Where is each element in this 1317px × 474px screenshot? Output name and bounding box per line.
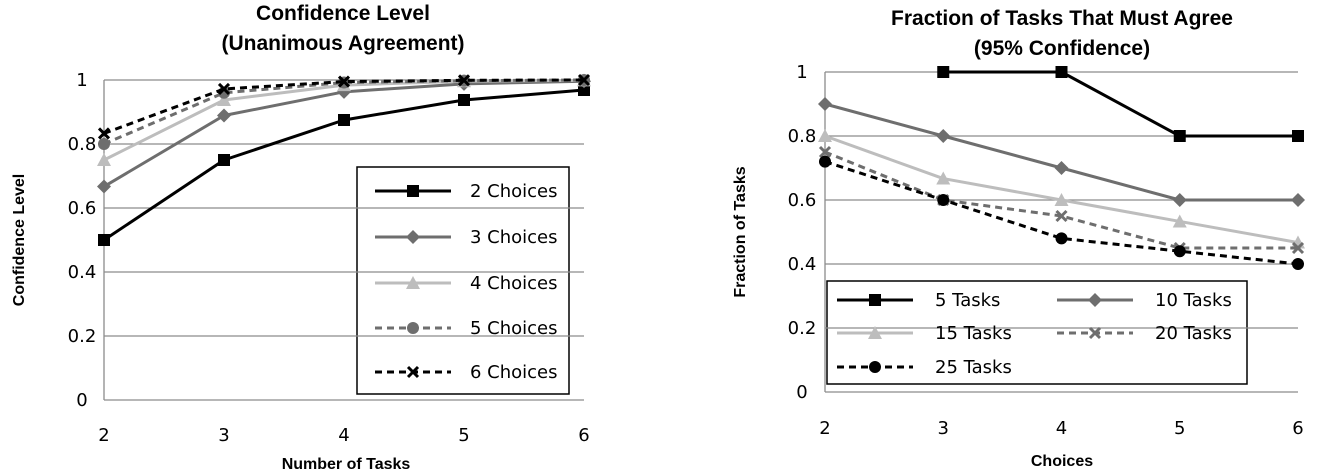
chart1-y-tick-label: 1 bbox=[76, 70, 87, 91]
chart2-series-20-tasks-point bbox=[1291, 241, 1305, 255]
chart1-legend bbox=[356, 166, 570, 395]
chart1-legend-3-choices-label: 3 Choices bbox=[470, 227, 558, 248]
chart2-series-5-tasks-point bbox=[937, 66, 950, 78]
chart1-ylabel: Confidence Level bbox=[11, 174, 28, 306]
chart2-x-tick-label: 5 bbox=[1174, 418, 1185, 439]
chart1-legend-5-choices-marker bbox=[407, 322, 419, 334]
chart1-x-tick-label: 3 bbox=[218, 425, 229, 446]
chart1-subtitle: (Unanimous Agreement) bbox=[221, 32, 464, 55]
chart1-y-tick-label: 0.4 bbox=[68, 262, 97, 283]
chart2-y-tick-label: 0.6 bbox=[788, 190, 817, 211]
chart2-x-tick-label: 6 bbox=[1292, 418, 1303, 439]
chart2-series-25-tasks-point bbox=[1292, 258, 1304, 270]
chart2-y-tick-label: 0.2 bbox=[788, 318, 817, 339]
chart1-legend-6-choices-marker bbox=[406, 365, 420, 379]
chart1-x-tick-label: 6 bbox=[578, 425, 589, 446]
chart1-series-3-choices-point bbox=[97, 179, 111, 194]
chart1-xlabel: Number of Tasks bbox=[282, 456, 411, 473]
chart2-series-15-tasks-point bbox=[936, 171, 951, 185]
chart2-series-25-tasks-point bbox=[1055, 232, 1068, 245]
chart2-series-20-tasks-point bbox=[818, 145, 832, 159]
chart2-series-5-tasks-point bbox=[1173, 130, 1186, 142]
chart2-series-10-tasks-point bbox=[936, 129, 951, 143]
chart2-series-25-tasks-line bbox=[824, 160, 1299, 266]
chart2-legend-10-tasks-label: 10 Tasks bbox=[1155, 290, 1232, 311]
chart2-series-25-tasks-point bbox=[1173, 245, 1186, 258]
chart2-series-15-tasks-point bbox=[1172, 214, 1187, 228]
chart2-legend-5-tasks-marker bbox=[869, 294, 881, 306]
chart2-series-5-tasks-point bbox=[1055, 66, 1068, 78]
chart2-xlabel: Choices bbox=[1031, 453, 1093, 470]
chart2-series-15-tasks-point bbox=[1054, 193, 1069, 206]
chart1-legend-5-choices-label: 5 Choices bbox=[470, 318, 558, 339]
chart2-legend-10-tasks-marker bbox=[1088, 293, 1102, 307]
chart1-y-tick-label: 0.6 bbox=[68, 198, 97, 219]
chart2-x-tick-label: 3 bbox=[938, 418, 949, 439]
chart2-series-10-tasks-point bbox=[1054, 161, 1069, 175]
chart1-series-2-choices-point bbox=[98, 234, 110, 246]
chart2-y-tick-label: 0 bbox=[796, 382, 807, 403]
chart2-y-tick-label: 1 bbox=[796, 62, 807, 83]
chart1-x-tick-label: 2 bbox=[98, 425, 109, 446]
chart1-series-6-choices-point bbox=[217, 82, 231, 96]
chart1-legend-3-choices-marker bbox=[406, 230, 420, 244]
chart1-series-3-choices-point bbox=[217, 108, 231, 123]
chart1-series-6-choices-point bbox=[337, 75, 351, 88]
chart1-y-tick-label: 0.2 bbox=[68, 326, 97, 347]
chart2-series-10-tasks-point bbox=[1172, 193, 1187, 207]
chart1-y-tick-label: 0 bbox=[76, 390, 87, 411]
chart1-series-2-choices-point bbox=[218, 154, 230, 166]
chart2-series-5-tasks-point bbox=[1292, 130, 1304, 142]
chart2-series-25-tasks-point bbox=[819, 155, 831, 168]
chart1-legend-2-choices-label: 2 Choices bbox=[470, 181, 558, 202]
chart2-subtitle: (95% Confidence) bbox=[974, 37, 1150, 60]
chart2-legend-25-tasks-marker bbox=[869, 361, 881, 373]
chart1-legend-6-choices-label: 6 Choices bbox=[470, 362, 558, 383]
chart1-series-5-choices-point bbox=[98, 138, 110, 150]
chart1-series-4-choices-point bbox=[217, 93, 231, 106]
chart1-series-6-choices-line bbox=[103, 78, 585, 135]
chart1-y-tick-label: 0.8 bbox=[68, 134, 97, 155]
chart1-legend-2-choices-marker bbox=[407, 185, 419, 197]
chart2-series-25-tasks-point bbox=[937, 194, 950, 206]
chart2-legend-25-tasks-label: 25 Tasks bbox=[935, 357, 1012, 378]
chart2-x-tick-label: 2 bbox=[819, 418, 830, 439]
chart2-legend-5-tasks-label: 5 Tasks bbox=[935, 290, 1000, 311]
chart2-legend-15-tasks-marker bbox=[868, 326, 882, 339]
chart1-x-tick-label: 5 bbox=[458, 425, 469, 446]
chart2-series-5-tasks-line bbox=[943, 70, 1298, 138]
chart1-legend-4-choices-label: 4 Choices bbox=[470, 273, 558, 294]
chart2-title: Fraction of Tasks That Must Agree bbox=[891, 7, 1233, 30]
chart1-series-6-choices-point bbox=[457, 74, 471, 87]
chart2-series-15-tasks-line bbox=[824, 134, 1299, 245]
chart2-legend-20-tasks-label: 20 Tasks bbox=[1155, 323, 1232, 344]
chart1-series-4-choices-point bbox=[97, 153, 111, 166]
chart2-series-10-tasks-point bbox=[818, 97, 832, 111]
chart2-series-10-tasks-point bbox=[1291, 193, 1305, 207]
chart1-series-6-choices-point bbox=[577, 73, 591, 87]
chart1-x-tick-label: 4 bbox=[338, 425, 349, 446]
chart2-y-tick-label: 0.8 bbox=[788, 126, 817, 147]
chart2-legend-15-tasks-label: 15 Tasks bbox=[935, 323, 1012, 344]
chart2-x-tick-label: 4 bbox=[1056, 418, 1067, 439]
chart2-ylabel: Fraction of Tasks bbox=[732, 166, 749, 297]
chart1-series-2-choices-point bbox=[338, 114, 350, 126]
chart1-legend-4-choices-marker bbox=[406, 276, 420, 289]
chart1-series-2-choices-point bbox=[578, 84, 590, 96]
chart1-title: Confidence Level bbox=[256, 2, 430, 25]
chart1-series-2-choices-point bbox=[458, 94, 470, 106]
chart2-legend-20-tasks-marker bbox=[1088, 326, 1102, 340]
chart2-y-tick-label: 0.4 bbox=[788, 254, 817, 275]
chart2-series-15-tasks-point bbox=[818, 129, 832, 142]
chart1-series-6-choices-point bbox=[97, 127, 111, 140]
chart2-series-20-tasks-point bbox=[1055, 209, 1068, 223]
